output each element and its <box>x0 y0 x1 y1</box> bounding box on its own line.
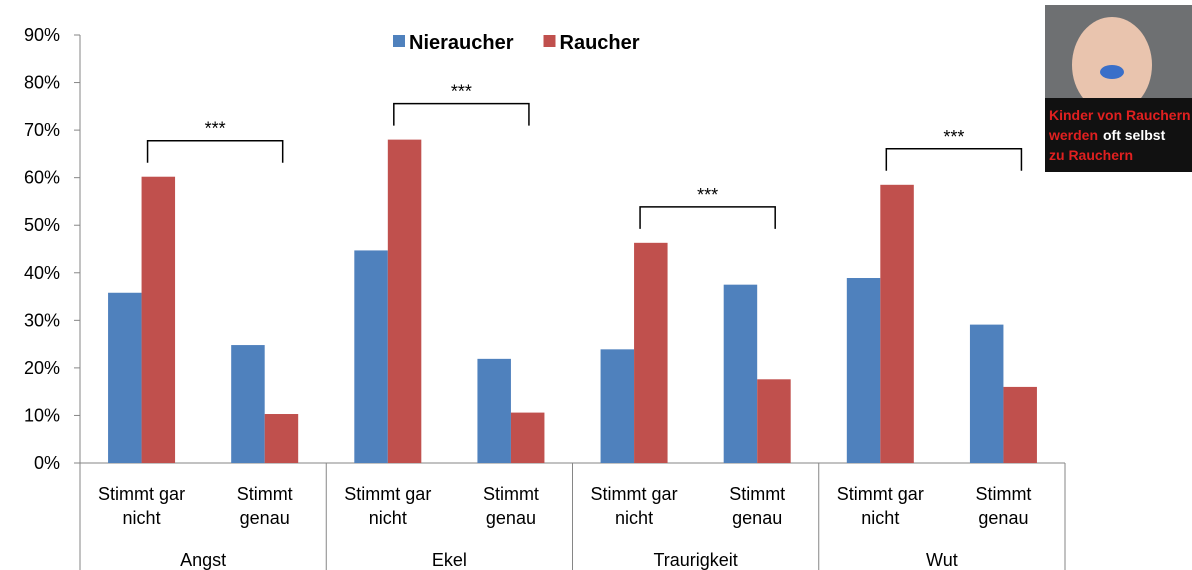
x-tick-label: Stimmt gar <box>98 484 185 504</box>
x-tick-label: nicht <box>123 508 161 528</box>
significance-label: *** <box>451 82 472 102</box>
bar <box>511 413 545 463</box>
significance-bracket <box>886 149 1021 171</box>
bar <box>880 185 914 463</box>
chart: Kinder von Rauchern werden oft selbst zu… <box>0 0 1192 570</box>
x-tick-label: nicht <box>861 508 899 528</box>
x-tick-label: genau <box>732 508 782 528</box>
bar <box>1003 387 1037 463</box>
legend-swatch <box>544 35 556 47</box>
y-tick-label: 90% <box>24 25 60 45</box>
significance-label: *** <box>697 185 718 205</box>
bar <box>634 243 668 463</box>
caption-line: Kinder von Rauchern <box>1049 107 1191 123</box>
bar <box>601 349 635 463</box>
legend-label: Raucher <box>560 32 640 54</box>
y-tick-label: 20% <box>24 358 60 378</box>
x-tick-label: nicht <box>615 508 653 528</box>
significance-bracket <box>640 207 775 229</box>
bar <box>388 140 422 463</box>
group-label: Wut <box>926 550 958 570</box>
caption-line: werden <box>1048 127 1098 143</box>
x-tick-label: genau <box>240 508 290 528</box>
x-tick-label: Stimmt <box>237 484 293 504</box>
caption-line: zu Rauchern <box>1049 147 1133 163</box>
group-label: Angst <box>180 550 226 570</box>
x-tick-label: Stimmt <box>729 484 785 504</box>
y-tick-label: 10% <box>24 405 60 425</box>
legend-label: Nieraucher <box>409 32 514 54</box>
bar <box>142 177 176 463</box>
legend-swatch <box>393 35 405 47</box>
bar <box>231 345 265 463</box>
bar <box>477 359 511 463</box>
y-tick-label: 70% <box>24 120 60 140</box>
bar <box>108 293 142 463</box>
x-tick-label: Stimmt gar <box>344 484 431 504</box>
bar <box>265 414 299 463</box>
group-label: Ekel <box>432 550 467 570</box>
bar <box>757 379 791 463</box>
bar <box>354 250 388 463</box>
x-tick-label: genau <box>486 508 536 528</box>
y-tick-label: 30% <box>24 310 60 330</box>
y-tick-label: 80% <box>24 73 60 93</box>
caption-line: oft selbst <box>1103 127 1166 143</box>
pacifier <box>1100 65 1124 79</box>
y-tick-label: 40% <box>24 263 60 283</box>
bar <box>724 285 758 463</box>
significance-label: *** <box>205 119 226 139</box>
significance-bracket <box>394 104 529 126</box>
significance-bracket <box>148 141 283 163</box>
y-tick-label: 50% <box>24 215 60 235</box>
x-tick-label: Stimmt gar <box>837 484 924 504</box>
x-tick-label: Stimmt gar <box>591 484 678 504</box>
significance-label: *** <box>943 127 964 147</box>
x-tick-label: Stimmt <box>483 484 539 504</box>
y-tick-label: 0% <box>34 453 60 473</box>
x-tick-label: Stimmt <box>975 484 1031 504</box>
bar <box>847 278 881 463</box>
group-label: Traurigkeit <box>653 550 737 570</box>
y-tick-label: 60% <box>24 168 60 188</box>
photo: Kinder von Rauchern werden oft selbst zu… <box>1045 5 1192 172</box>
x-tick-label: nicht <box>369 508 407 528</box>
bar <box>970 325 1004 463</box>
x-tick-label: genau <box>978 508 1028 528</box>
